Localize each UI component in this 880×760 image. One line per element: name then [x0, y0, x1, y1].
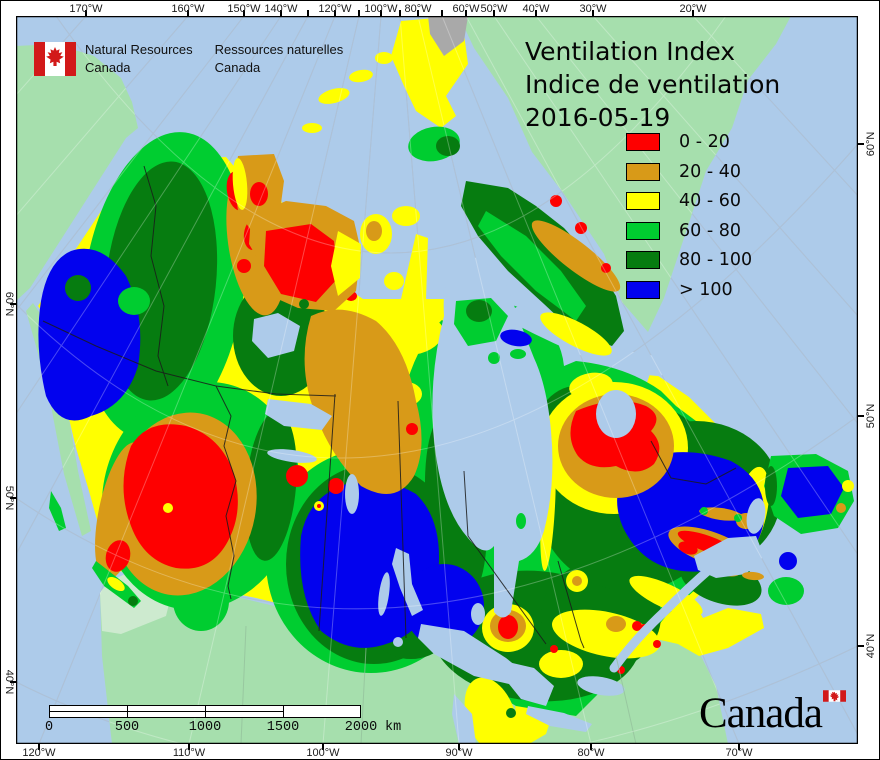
legend-swatch-gt-100 — [626, 280, 660, 299]
scale-bar — [49, 705, 361, 718]
axis-label-top-20w: 20°W — [679, 3, 707, 15]
legend-label: 80 - 100 — [679, 250, 753, 270]
legend-row: > 100 — [626, 279, 752, 300]
legend-swatch-0-20 — [626, 133, 660, 151]
scale-label-500: 500 — [114, 720, 140, 735]
legend-swatch-40-60 — [626, 192, 660, 210]
axis-label-left-60n: 60°N — [3, 291, 15, 317]
axis-label-right-60n: 60°N — [865, 131, 877, 157]
axis-label-left-50n: 50°N — [3, 485, 15, 511]
nrcan-french-name: Ressources naturelles Canada — [214, 42, 344, 75]
wordmark-flag-icon — [823, 690, 846, 702]
axis-label-top-170w: 170°W — [69, 3, 103, 15]
axis-label-left-40n: 40°N — [3, 669, 15, 695]
axis-label-bottom-80w: 80°W — [577, 747, 605, 759]
scale-unit: km — [385, 720, 402, 735]
map-title: Ventilation Index Indice de ventilation … — [525, 35, 780, 134]
nrcan-header: Natural Resources Canada Ressources natu… — [34, 41, 365, 77]
axis-label-right-40n: 40°N — [865, 633, 877, 659]
axis-label-top-160w: 160°W — [171, 3, 205, 15]
lake-nipigon — [471, 603, 485, 625]
scale-bar-labels: 0 500 1000 1500 2000 km — [45, 720, 449, 735]
axis-label-top-60w: 60°W — [452, 3, 480, 15]
legend-row: 20 - 40 — [626, 161, 752, 182]
title-date: 2016-05-19 — [525, 103, 671, 132]
axis-label-top-120w: 120°W — [318, 3, 352, 15]
legend-label: > 100 — [679, 279, 733, 300]
legend-label: 60 - 80 — [679, 220, 741, 241]
nrcan-english-name: Natural Resources Canada — [85, 42, 193, 75]
axis-label-bottom-110w: 110°W — [172, 747, 206, 759]
legend-row: 80 - 100 — [626, 250, 753, 270]
canada-wordmark: Canada — [699, 687, 857, 737]
axis-label-top-100w: 100°W — [364, 3, 398, 15]
lake-of-the-woods — [393, 637, 403, 647]
axis-label-top-140w: 140°W — [264, 3, 298, 15]
title-french: Indice de ventilation — [525, 70, 781, 99]
axis-label-right-50n: 50°N — [865, 403, 877, 429]
wordmark-text: Canada — [699, 690, 823, 737]
axis-label-top-150w: 150°W — [227, 3, 261, 15]
legend-label: 40 - 60 — [679, 191, 741, 211]
ungava-bay — [596, 390, 636, 438]
canada-flag-icon — [34, 42, 76, 76]
legend-row: 40 - 60 — [626, 191, 752, 211]
scale-label-1500: 1500 — [266, 720, 300, 735]
legend-swatch-80-100 — [626, 251, 660, 269]
scale-label-0: 0 — [44, 720, 54, 735]
scale-label-2000: 2000 — [344, 720, 378, 735]
axis-label-top-40w: 40°W — [522, 3, 550, 15]
legend-label: 0 - 20 — [679, 132, 730, 152]
reindeer-lake — [345, 474, 359, 514]
axis-label-top-50w: 50°W — [480, 3, 508, 15]
legend-row: 60 - 80 — [626, 220, 752, 241]
legend-label: 20 - 40 — [679, 161, 741, 182]
legend-swatch-20-40 — [626, 162, 660, 181]
legend-swatch-60-80 — [626, 221, 660, 240]
axis-label-bottom-90w: 90°W — [445, 747, 473, 759]
legend-row: 0 - 20 — [626, 132, 752, 152]
legend: 0 - 20 20 - 40 40 - 60 60 - 80 80 - 100 … — [626, 132, 753, 310]
scale-label-1000: 1000 — [188, 720, 222, 735]
axis-label-bottom-70w: 70°W — [725, 747, 753, 759]
title-english: Ventilation Index — [525, 37, 736, 66]
axis-label-top-30w: 30°W — [579, 3, 607, 15]
axis-label-bottom-120w: 120°W — [22, 747, 56, 759]
scale-bar-midline — [50, 711, 284, 713]
axis-label-top-80w: 80°W — [404, 3, 432, 15]
axis-label-bottom-100w: 100°W — [306, 747, 340, 759]
